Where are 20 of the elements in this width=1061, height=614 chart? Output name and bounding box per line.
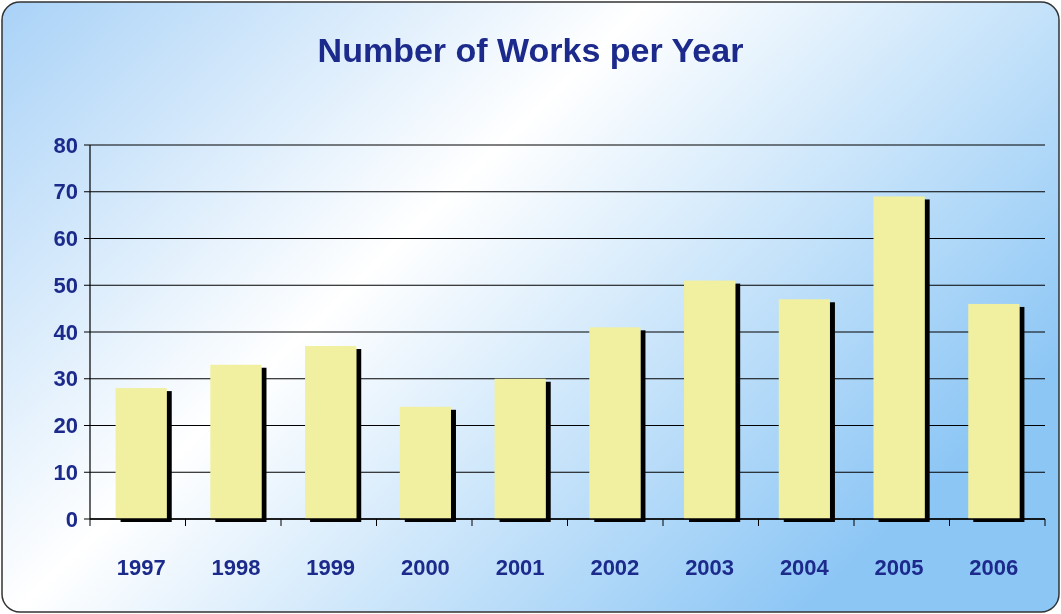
- x-tick-label: 2002: [590, 555, 640, 580]
- x-tick-label: 1998: [211, 555, 261, 580]
- x-tick-label: 2003: [685, 555, 735, 580]
- x-tick-label: 2005: [874, 555, 924, 580]
- x-tick-label: 1999: [306, 555, 356, 580]
- y-tick-label: 50: [53, 272, 78, 298]
- y-tick-label: 40: [53, 319, 78, 345]
- x-tick-label: 2000: [400, 555, 450, 580]
- y-tick-label: 10: [53, 459, 78, 485]
- x-tick-label: 2001: [495, 555, 545, 580]
- x-tick-label: 1997: [116, 555, 166, 580]
- y-tick-label: 80: [53, 132, 78, 158]
- y-tick-label: 60: [53, 226, 78, 252]
- x-tick-label: 2006: [969, 555, 1019, 580]
- y-tick-label: 70: [53, 179, 78, 205]
- y-tick-label: 0: [65, 506, 78, 532]
- y-tick-label: 30: [53, 366, 78, 392]
- y-tick-label: 20: [53, 413, 78, 439]
- chart-title: Number of Works per Year: [317, 31, 744, 69]
- x-tick-label: 2004: [779, 555, 830, 580]
